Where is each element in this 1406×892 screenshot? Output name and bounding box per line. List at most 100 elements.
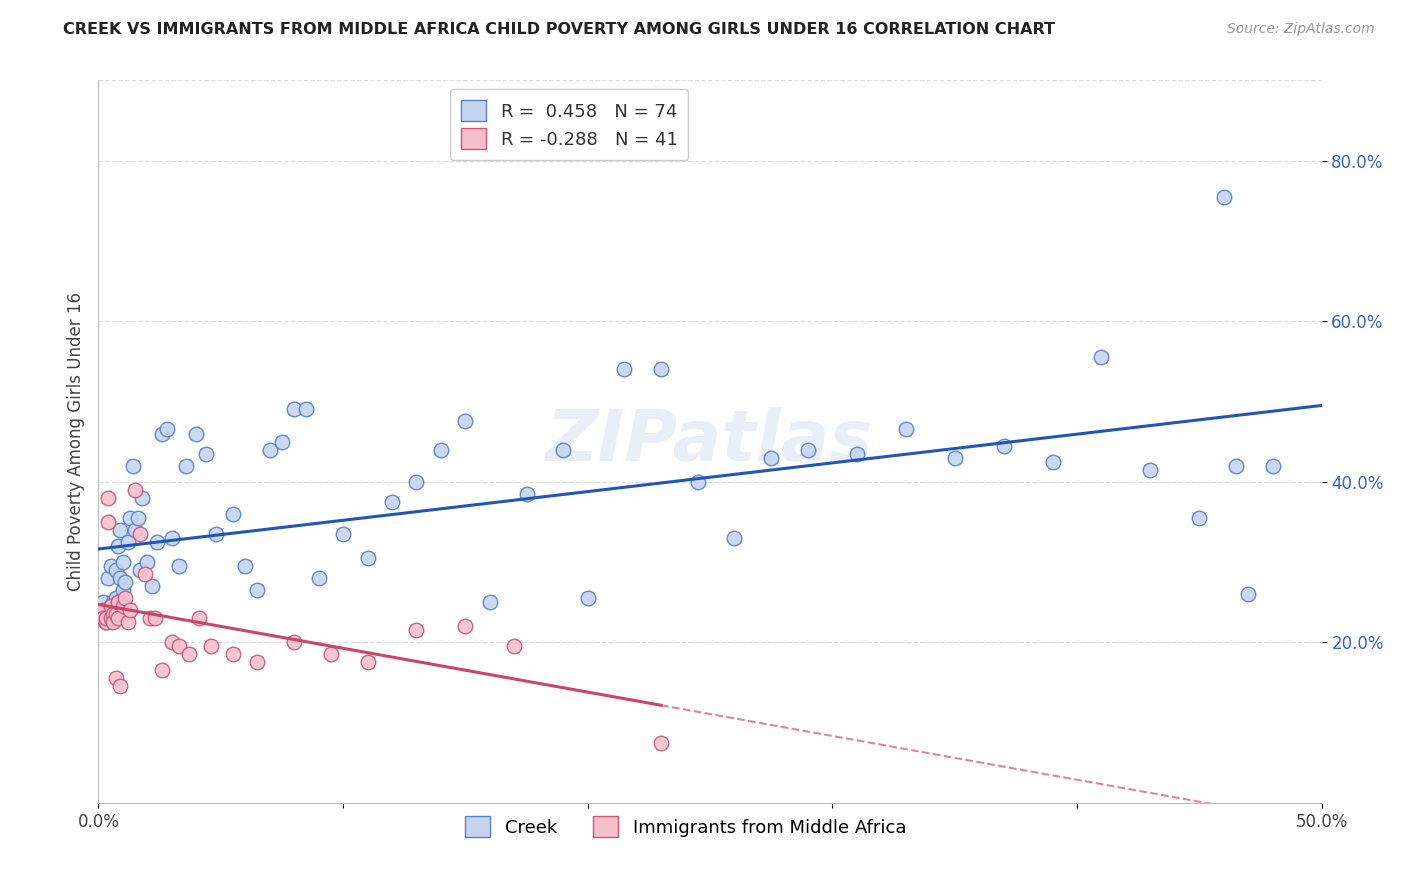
Point bbox=[894, 422, 917, 436]
Point bbox=[114, 591, 136, 605]
Point bbox=[100, 558, 122, 574]
Point bbox=[90, 611, 112, 625]
Point bbox=[100, 607, 122, 621]
Point bbox=[97, 491, 120, 505]
Point bbox=[117, 615, 139, 630]
Point bbox=[104, 563, 127, 577]
Point bbox=[943, 450, 966, 465]
Point bbox=[381, 494, 404, 508]
Point bbox=[134, 567, 156, 582]
Point bbox=[1090, 350, 1112, 364]
Point bbox=[686, 475, 709, 489]
Point bbox=[120, 510, 142, 524]
Point bbox=[576, 591, 599, 605]
Point bbox=[94, 615, 117, 630]
Point bbox=[94, 611, 117, 625]
Point bbox=[121, 458, 143, 473]
Point bbox=[104, 607, 127, 621]
Point bbox=[124, 483, 146, 497]
Point bbox=[104, 671, 127, 685]
Point bbox=[97, 571, 120, 585]
Point bbox=[405, 623, 427, 637]
Point bbox=[177, 648, 200, 662]
Point bbox=[270, 434, 294, 449]
Point bbox=[101, 607, 124, 621]
Point bbox=[90, 607, 112, 621]
Point bbox=[104, 591, 127, 605]
Point bbox=[91, 603, 114, 617]
Point bbox=[246, 583, 269, 598]
Point bbox=[332, 526, 354, 541]
Point bbox=[222, 648, 245, 662]
Point bbox=[100, 611, 122, 625]
Point bbox=[195, 446, 218, 460]
Text: Source: ZipAtlas.com: Source: ZipAtlas.com bbox=[1227, 22, 1375, 37]
Point bbox=[107, 595, 129, 609]
Point bbox=[222, 507, 245, 521]
Point bbox=[454, 414, 477, 428]
Point bbox=[186, 426, 208, 441]
Point bbox=[124, 523, 146, 537]
Point bbox=[454, 619, 477, 633]
Point bbox=[111, 599, 134, 614]
Point bbox=[91, 595, 114, 609]
Point bbox=[139, 611, 162, 625]
Point bbox=[101, 603, 124, 617]
Point bbox=[319, 648, 342, 662]
Point bbox=[143, 611, 166, 625]
Point bbox=[111, 555, 134, 569]
Point bbox=[129, 526, 152, 541]
Point bbox=[259, 442, 281, 457]
Point bbox=[283, 635, 305, 649]
Point bbox=[205, 526, 228, 541]
Point bbox=[94, 615, 117, 630]
Point bbox=[91, 603, 114, 617]
Point bbox=[295, 402, 318, 417]
Point bbox=[107, 611, 129, 625]
Point bbox=[1261, 458, 1284, 473]
Point bbox=[100, 599, 122, 614]
Point bbox=[308, 571, 330, 585]
Point bbox=[650, 735, 672, 749]
Point bbox=[1237, 587, 1260, 601]
Point bbox=[120, 603, 142, 617]
Point bbox=[90, 607, 112, 621]
Point bbox=[110, 680, 132, 694]
Point bbox=[127, 510, 149, 524]
Point bbox=[156, 422, 179, 436]
Point bbox=[141, 579, 163, 593]
Point bbox=[430, 442, 453, 457]
Point bbox=[723, 531, 745, 545]
Legend: Creek, Immigrants from Middle Africa: Creek, Immigrants from Middle Africa bbox=[454, 805, 917, 848]
Point bbox=[1139, 462, 1161, 476]
Y-axis label: Child Poverty Among Girls Under 16: Child Poverty Among Girls Under 16 bbox=[66, 292, 84, 591]
Point bbox=[233, 558, 256, 574]
Point bbox=[246, 655, 269, 669]
Point bbox=[101, 615, 124, 630]
Point bbox=[111, 583, 134, 598]
Point bbox=[129, 563, 152, 577]
Text: CREEK VS IMMIGRANTS FROM MIDDLE AFRICA CHILD POVERTY AMONG GIRLS UNDER 16 CORREL: CREEK VS IMMIGRANTS FROM MIDDLE AFRICA C… bbox=[63, 22, 1056, 37]
Point bbox=[97, 611, 120, 625]
Point bbox=[405, 475, 427, 489]
Text: ZIPatlas: ZIPatlas bbox=[547, 407, 873, 476]
Point bbox=[136, 555, 159, 569]
Point bbox=[91, 611, 114, 625]
Point bbox=[167, 639, 190, 653]
Point bbox=[131, 491, 153, 505]
Point bbox=[478, 595, 501, 609]
Point bbox=[356, 655, 378, 669]
Point bbox=[114, 574, 136, 589]
Point bbox=[1212, 189, 1234, 203]
Point bbox=[553, 442, 575, 457]
Point bbox=[110, 523, 132, 537]
Point bbox=[101, 595, 124, 609]
Point bbox=[1042, 454, 1064, 469]
Point bbox=[160, 531, 183, 545]
Point bbox=[107, 539, 129, 553]
Point bbox=[797, 442, 820, 457]
Point bbox=[176, 458, 198, 473]
Point bbox=[150, 664, 173, 678]
Point bbox=[187, 611, 209, 625]
Point bbox=[107, 595, 129, 609]
